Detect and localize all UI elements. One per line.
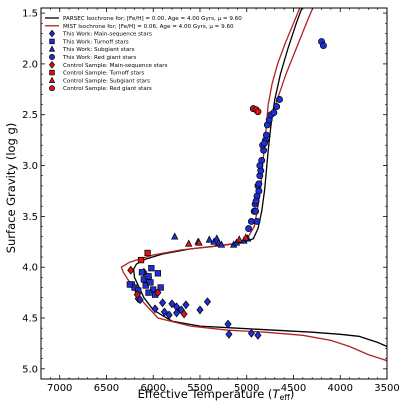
data-point-diamond-3-18 <box>173 308 181 318</box>
data-point-diamond-7-2 <box>180 309 188 319</box>
plot-marks <box>120 8 387 362</box>
x-tick-label: 7000 <box>47 383 72 394</box>
data-point-diamond-3-9 <box>182 300 190 310</box>
data-point-diamond-3-4 <box>160 307 168 317</box>
data-point-triangle-5-0 <box>171 232 179 240</box>
legend-marker-5 <box>49 54 55 60</box>
legend: PARSEC Isochrone for; [Fe/H] = 0.00, Age… <box>45 16 242 92</box>
legend-label-0: PARSEC Isochrone for; [Fe/H] = 0.00, Age… <box>63 16 242 22</box>
data-point-diamond-3-13 <box>225 329 233 339</box>
legend-label-1: MIST Isochrone for; [Fe/H] = 0.06, Age =… <box>63 24 234 30</box>
data-point-circle-6-24 <box>261 139 268 147</box>
legend-label-6: Control Sample: Main-sequence stars <box>63 63 168 69</box>
x-tick-label: 5000 <box>234 383 259 394</box>
data-point-diamond-7-3 <box>127 265 135 275</box>
data-point-square-4-10 <box>154 270 162 277</box>
y-tick-label: 5.0 <box>22 364 38 375</box>
data-point-triangle-5-6 <box>217 240 226 248</box>
plot-frame <box>40 7 388 380</box>
axes: 7000 6500 6000 5500 5000 4500 4000 3500 1.5 2.0 2.… <box>22 7 400 394</box>
data-point-diamond-3-14 <box>247 328 255 338</box>
data-point-square-4-13 <box>157 284 164 291</box>
legend-marker-4 <box>48 45 56 52</box>
isochrone-line-0 <box>132 8 387 348</box>
data-point-circle-6-23 <box>319 42 327 50</box>
data-point-diamond-3-2 <box>151 304 159 314</box>
legend-label-5: This Work: Red giant stars <box>62 55 136 61</box>
legend-label-8: Control Sample: Subgiant stars <box>63 78 150 84</box>
x-axis-label: Effective Temperature (Teff) <box>138 387 295 402</box>
data-point-square-8-1 <box>144 249 151 257</box>
data-point-circle-10-2 <box>254 108 262 116</box>
x-tick-label: 6500 <box>94 383 119 394</box>
y-tick-label: 3.0 <box>22 161 38 172</box>
legend-label-4: This Work: Subgiant stars <box>62 47 135 53</box>
legend-marker-8 <box>48 76 56 83</box>
y-tick-label: 2.5 <box>22 110 38 121</box>
y-tick-label: 1.5 <box>22 9 38 20</box>
legend-label-9: Control Sample: Red giant stars <box>63 86 152 92</box>
data-point-circle-6-16 <box>273 103 281 111</box>
data-point-triangle-9-3 <box>242 233 250 241</box>
data-point-circle-6-17 <box>276 96 283 103</box>
x-tick-label: 6000 <box>140 383 165 394</box>
legend-label-7: Control Sample: Turnoff stars <box>63 71 144 77</box>
data-point-circle-6-27 <box>253 218 261 225</box>
legend-label-2: This Work: Main-sequence stars <box>62 32 152 38</box>
data-point-diamond-3-12 <box>224 319 232 329</box>
y-axis-label: Surface Gravity (log g) <box>4 123 18 254</box>
legend-marker-7 <box>49 69 55 76</box>
x-tick-label: 4500 <box>281 383 306 394</box>
data-point-square-4-12 <box>148 265 155 272</box>
data-point-circle-6-19 <box>255 180 263 188</box>
data-point-circle-6-26 <box>252 207 260 215</box>
y-tick-label: 2.0 <box>22 59 38 70</box>
data-point-diamond-7-1 <box>154 288 162 298</box>
x-tick-label: 4000 <box>328 383 353 394</box>
data-point-triangle-9-0 <box>185 239 193 247</box>
data-point-square-4-8 <box>145 289 152 296</box>
data-point-diamond-3-3 <box>159 298 167 308</box>
data-point-circle-6-15 <box>270 109 278 117</box>
data-point-diamond-3-5 <box>165 310 173 320</box>
data-point-diamond-3-10 <box>196 305 204 315</box>
legend-marker-2 <box>48 29 56 38</box>
y-tick-label: 4.0 <box>22 263 38 274</box>
data-point-circle-6-0 <box>245 225 253 233</box>
legend-marker-6 <box>48 60 56 69</box>
legend-marker-9 <box>49 85 55 92</box>
data-point-circle-6-20 <box>256 162 264 169</box>
isochrone-line-2 <box>274 8 314 107</box>
data-point-circle-6-11 <box>262 131 270 139</box>
x-tick-label: 5500 <box>187 383 212 394</box>
data-point-circle-6-25 <box>255 187 263 195</box>
data-point-triangle-5-2 <box>205 235 213 243</box>
data-point-triangle-9-1 <box>195 238 203 246</box>
data-point-circle-6-18 <box>252 197 260 205</box>
data-point-diamond-3-15 <box>254 330 262 340</box>
isochrone-line-1 <box>120 8 387 362</box>
data-point-square-4-5 <box>145 273 152 280</box>
y-tick-label: 3.5 <box>22 212 38 223</box>
data-point-square-8-0 <box>137 256 145 264</box>
y-tick-label: 4.5 <box>22 314 38 325</box>
data-point-diamond-3-1 <box>136 295 144 305</box>
legend-label-3: This Work: Turnoff stars <box>62 39 129 45</box>
data-point-diamond-7-0 <box>133 290 141 300</box>
data-point-square-4-6 <box>147 279 154 286</box>
data-point-diamond-3-6 <box>168 299 176 309</box>
data-point-square-4-14 <box>126 281 133 288</box>
data-point-square-4-2 <box>138 269 146 276</box>
legend-marker-3 <box>49 38 55 45</box>
data-point-triangle-9-2 <box>235 235 243 243</box>
data-point-diamond-3-11 <box>203 297 212 307</box>
x-tick-label: 3500 <box>374 383 399 394</box>
